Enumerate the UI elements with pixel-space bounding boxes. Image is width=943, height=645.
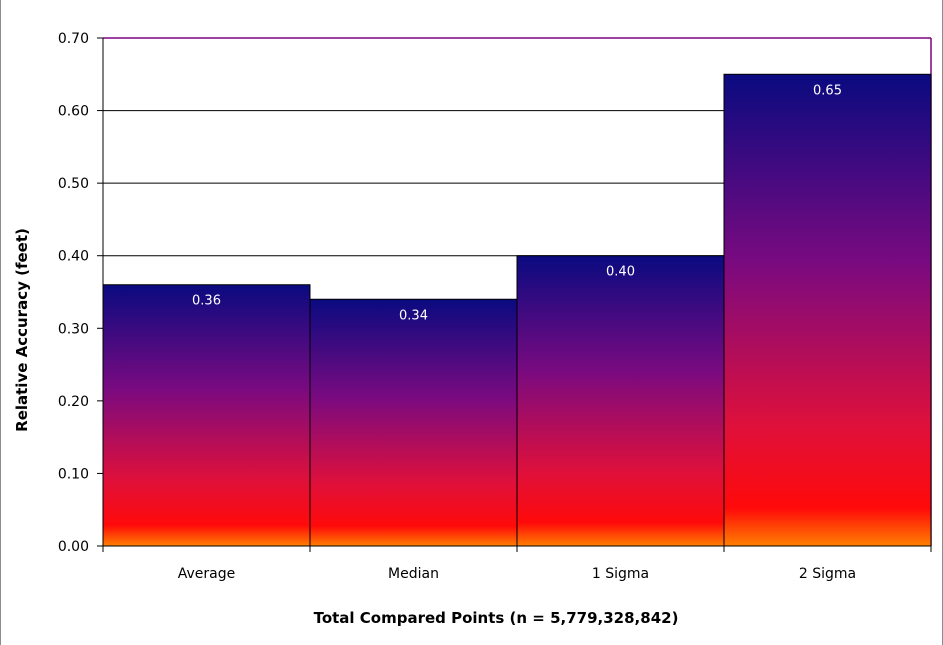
bar xyxy=(309,298,518,547)
y-tick-label: 0.40 xyxy=(58,249,89,265)
y-tick-label: 0.10 xyxy=(58,466,89,482)
y-tick-label: 0.70 xyxy=(58,31,89,47)
bar xyxy=(516,255,725,547)
y-tick-label: 0.60 xyxy=(58,104,89,120)
y-axis-title: Relative Accuracy (feet) xyxy=(13,228,31,432)
y-tick-label: 0.30 xyxy=(58,321,89,337)
data-label: 0.40 xyxy=(606,265,635,280)
axes xyxy=(97,37,932,552)
data-label: 0.65 xyxy=(813,83,842,98)
x-axis-title: Total Compared Points (n = 5,779,328,842… xyxy=(314,609,679,627)
y-tick-label: 0.00 xyxy=(58,539,89,555)
bar xyxy=(102,284,311,547)
labels: 0.00 0.10 0.20 0.30 0.40 0.50 0.60 0.70 0.36 Aver… xyxy=(58,31,856,582)
y-tick-label: 0.50 xyxy=(58,176,89,192)
y-tick-label: 0.20 xyxy=(58,394,89,410)
x-tick-label: 2 Sigma xyxy=(799,566,856,582)
data-label: 0.36 xyxy=(192,294,221,309)
data-label: 0.34 xyxy=(399,308,428,323)
x-tick-label: Median xyxy=(388,566,439,582)
x-tick-label: 1 Sigma xyxy=(592,566,649,582)
bars xyxy=(102,73,932,547)
bar xyxy=(723,73,932,547)
x-tick-label: Average xyxy=(178,566,236,582)
